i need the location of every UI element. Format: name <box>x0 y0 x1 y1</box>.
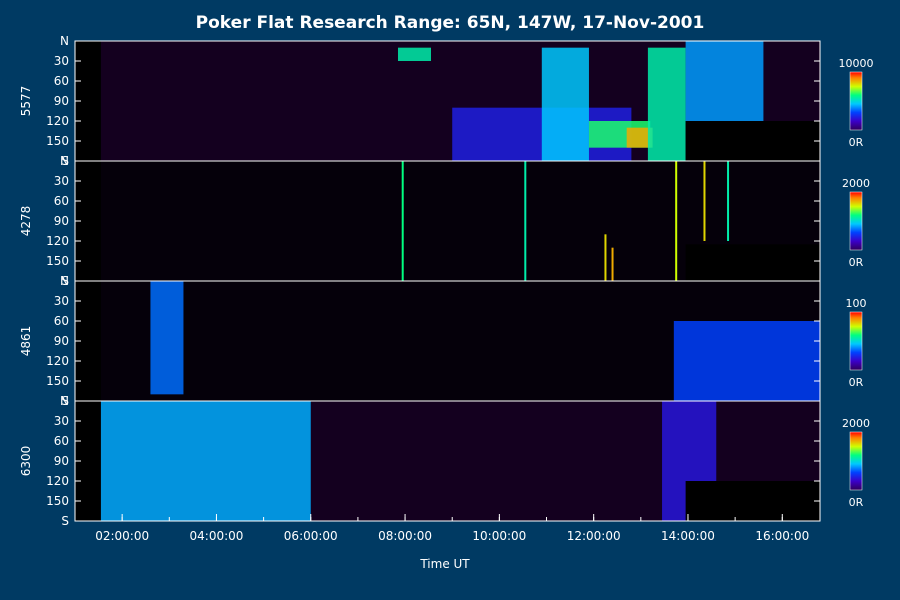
emission-streak <box>675 161 678 281</box>
emission-streak <box>401 161 404 281</box>
emission-region <box>626 127 653 148</box>
colorbar-min-label: 0R <box>849 376 864 389</box>
colorbar-max-label: 10000 <box>839 57 874 70</box>
panel-label: 4861 <box>19 326 33 357</box>
y-tick-label: S <box>61 514 69 528</box>
chart-title: Poker Flat Research Range: 65N, 147W, 17… <box>196 13 705 33</box>
x-tick-label: 10:00:00 <box>472 529 526 543</box>
y-tick-label: 120 <box>46 234 69 248</box>
y-tick-label: N <box>60 394 69 408</box>
y-tick-label: 120 <box>46 114 69 128</box>
emission-streak <box>524 161 527 281</box>
colorbar <box>849 311 863 371</box>
panel-6300: N 30 60 90 120 150 S 6300 2000 0R <box>19 394 870 528</box>
panel-label: 4278 <box>19 206 33 237</box>
y-tick-label: 60 <box>54 434 69 448</box>
emission-region <box>673 321 820 401</box>
y-tick-label: 30 <box>54 414 69 428</box>
y-tick-label: 60 <box>54 74 69 88</box>
y-tick-label: 90 <box>54 94 69 108</box>
colorbar <box>849 431 863 491</box>
y-tick-label: N <box>60 34 69 48</box>
masked-region <box>685 121 820 161</box>
y-tick-label: 30 <box>54 294 69 308</box>
colorbar-max-label: 2000 <box>842 177 870 190</box>
masked-region <box>685 244 820 281</box>
x-tick-label: 06:00:00 <box>284 529 338 543</box>
emission-streak <box>703 161 706 241</box>
y-tick-label: S <box>61 274 69 288</box>
y-tick-label: 150 <box>46 254 69 268</box>
y-tick-label: 60 <box>54 314 69 328</box>
x-tick-label: 04:00:00 <box>190 529 244 543</box>
x-tick-label: 16:00:00 <box>755 529 809 543</box>
panel-4861: N 30 60 90 120 150 S 4861 100 0R <box>19 274 867 408</box>
x-tick-label: 12:00:00 <box>567 529 621 543</box>
panel-label: 5577 <box>19 86 33 117</box>
y-tick-label: 120 <box>46 354 69 368</box>
y-tick-label: N <box>60 274 69 288</box>
y-tick-label: N <box>60 154 69 168</box>
colorbar-max-label: 2000 <box>842 417 870 430</box>
masked-region <box>685 481 820 521</box>
emission-streak <box>611 247 614 281</box>
y-tick-label: 150 <box>46 374 69 388</box>
y-tick-label: S <box>61 154 69 168</box>
panel-5577: N 30 60 90 120 150 S 5577 10000 0R <box>19 34 874 168</box>
panels-group: N 30 60 90 120 150 S 5577 10000 0R N 30 60 90 120 150 S 4… <box>19 34 874 528</box>
y-tick-label: 30 <box>54 174 69 188</box>
y-tick-label: 90 <box>54 454 69 468</box>
x-axis-label: Time UT <box>419 557 470 571</box>
emission-region <box>647 47 686 161</box>
emission-streak <box>727 161 730 241</box>
colorbar <box>849 71 863 131</box>
x-tick-label: 08:00:00 <box>378 529 432 543</box>
x-tick-label: 02:00:00 <box>95 529 149 543</box>
y-tick-label: 90 <box>54 214 69 228</box>
y-tick-label: 150 <box>46 134 69 148</box>
emission-region <box>100 401 311 521</box>
y-tick-label: 90 <box>54 334 69 348</box>
y-tick-label: S <box>61 394 69 408</box>
colorbar-max-label: 100 <box>846 297 867 310</box>
colorbar-min-label: 0R <box>849 136 864 149</box>
y-tick-label: 150 <box>46 494 69 508</box>
x-tick-label: 14:00:00 <box>661 529 715 543</box>
panel-4278: N 30 60 90 120 150 S 4278 2000 0R <box>19 154 870 288</box>
y-tick-label: 30 <box>54 54 69 68</box>
y-tick-label: 120 <box>46 474 69 488</box>
y-tick-label: 60 <box>54 194 69 208</box>
emission-streak <box>604 234 607 281</box>
colorbar <box>849 191 863 251</box>
emission-region <box>685 41 764 121</box>
panel-label: 6300 <box>19 446 33 477</box>
colorbar-min-label: 0R <box>849 496 864 509</box>
colorbar-min-label: 0R <box>849 256 864 269</box>
emission-region <box>397 47 431 61</box>
emission-region <box>541 47 589 161</box>
emission-region <box>150 281 184 395</box>
x-axis: 02:00:00 04:00:00 06:00:00 08:00:00 10:00:00… <box>95 514 809 543</box>
